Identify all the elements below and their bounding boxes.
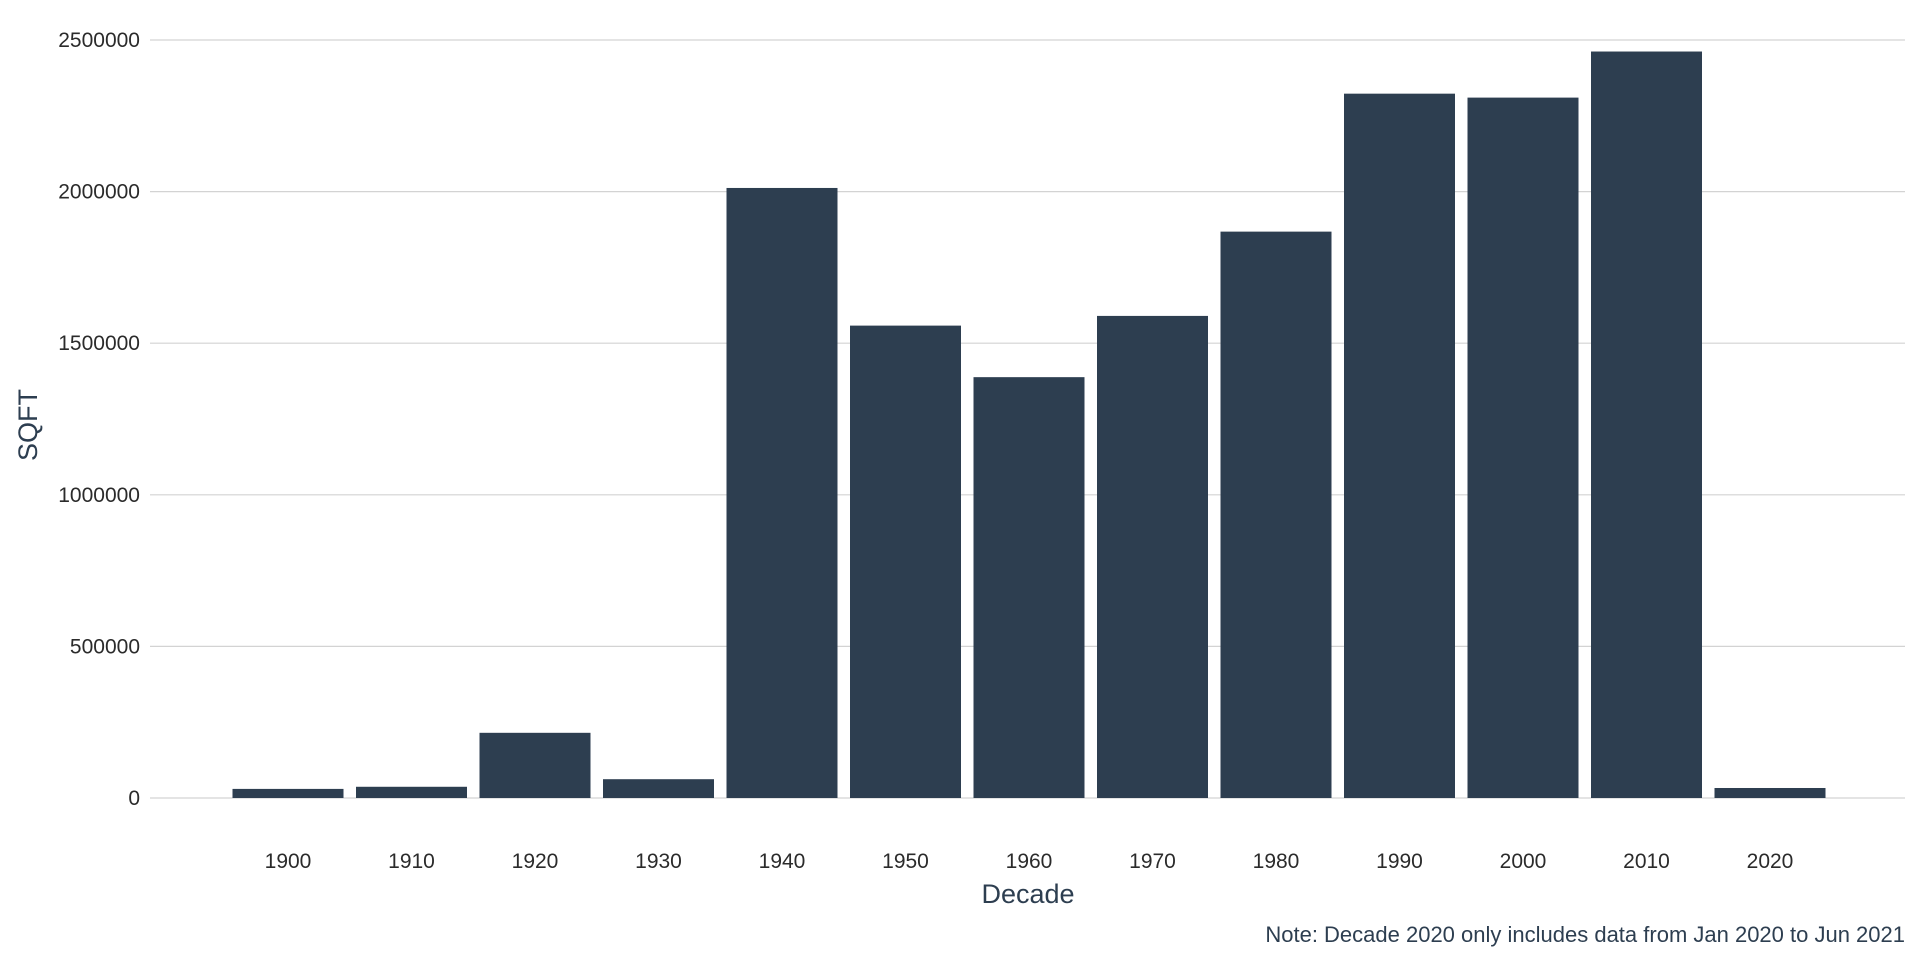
bar-1960[interactable] (973, 377, 1085, 798)
x-tick-label: 2000 (1500, 850, 1547, 873)
y-tick-label: 0 (128, 787, 140, 810)
bar-1930[interactable] (603, 779, 714, 798)
bars (232, 51, 1826, 799)
y-tick-labels: 0 500000 1000000 1500000 2000000 2500000 (58, 29, 140, 810)
x-tick-labels: 1900 1910 1920 1930 1940 1950 1960 1970 1980 1990… (265, 850, 1794, 873)
bar-1970[interactable] (1097, 315, 1208, 798)
chart-caption: Note: Decade 2020 only includes data fro… (1265, 922, 1905, 947)
y-tick-label: 2500000 (58, 29, 140, 52)
y-axis-title: SQFT (13, 389, 43, 461)
x-tick-label: 2010 (1623, 850, 1670, 873)
x-tick-label: 1920 (512, 850, 559, 873)
x-tick-label: 2020 (1747, 850, 1794, 873)
y-tick-label: 2000000 (58, 181, 140, 204)
bar-1910[interactable] (356, 786, 467, 798)
bar-1980[interactable] (1220, 231, 1332, 798)
y-tick-label: 1000000 (58, 484, 140, 507)
bar-2000[interactable] (1467, 97, 1579, 798)
x-tick-label: 1930 (635, 850, 682, 873)
x-tick-label: 1990 (1376, 850, 1423, 873)
bar-1920[interactable] (479, 732, 591, 798)
bar-2010[interactable] (1591, 51, 1702, 798)
bar-1940[interactable] (726, 187, 838, 798)
x-tick-label: 1970 (1129, 850, 1176, 873)
bar-2020[interactable] (1714, 787, 1826, 798)
x-axis-title: Decade (981, 879, 1074, 909)
x-tick-label: 1910 (388, 850, 435, 873)
x-tick-label: 1900 (265, 850, 312, 873)
x-tick-label: 1940 (759, 850, 806, 873)
bar-1900[interactable] (232, 788, 344, 798)
y-tick-label: 1500000 (58, 332, 140, 355)
x-tick-label: 1950 (882, 850, 929, 873)
x-tick-label: 1960 (1006, 850, 1053, 873)
x-tick-label: 1980 (1253, 850, 1300, 873)
bar-1990[interactable] (1344, 93, 1455, 799)
y-tick-label: 500000 (70, 635, 140, 658)
bar-1950[interactable] (850, 325, 961, 798)
